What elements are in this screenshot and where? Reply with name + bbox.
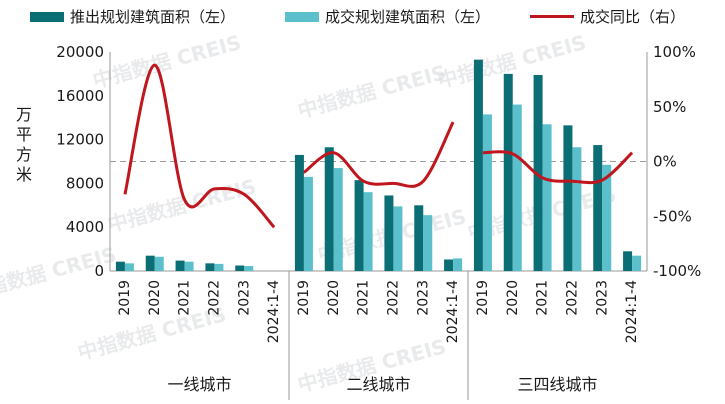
x-tick-label: 2024:1-4 — [266, 280, 282, 343]
bar-supply — [444, 259, 454, 271]
legend-item-deal: 成交规划建筑面积（左） — [285, 6, 490, 27]
legend-label-deal: 成交规划建筑面积（左） — [325, 8, 491, 26]
bar-supply — [294, 154, 304, 271]
x-tick-label: 2024:1-4 — [445, 280, 461, 343]
legend-swatch-deal — [285, 11, 319, 22]
bar-supply — [563, 125, 573, 272]
x-tick-label: 2019 — [296, 280, 312, 316]
x-tick-label: 2019 — [117, 280, 133, 316]
x-tick-label: 2023 — [236, 280, 252, 316]
x-tick-label: 2020 — [505, 280, 521, 316]
bar-deal — [632, 255, 642, 271]
x-tick-label: 2023 — [594, 280, 610, 316]
group-label: 一线城市 — [167, 375, 231, 394]
bar-deal — [184, 261, 194, 271]
y-tick-label: 8000 — [66, 174, 104, 192]
bar-deal — [572, 147, 582, 271]
group-label: 二线城市 — [346, 375, 410, 394]
y-axis-label-char: 米 — [16, 165, 32, 184]
bar-deal — [423, 215, 433, 271]
x-tick-label: 2022 — [385, 280, 401, 316]
bar-supply — [235, 265, 245, 271]
bar-supply — [115, 261, 125, 271]
y-tick-label: 12000 — [56, 131, 104, 149]
y2-tick-label: 50% — [653, 98, 686, 116]
x-tick-label: 2021 — [535, 280, 551, 316]
line-yoy-1 — [302, 121, 455, 188]
y2-tick-label: -100% — [653, 262, 701, 280]
y-tick-label: 16000 — [56, 87, 104, 105]
bar-supply — [533, 74, 543, 272]
y-axis-label-char: 方 — [16, 145, 32, 164]
bar-deal — [244, 266, 254, 271]
bar-deal — [482, 114, 492, 271]
legend-label-supply: 推出规划建筑面积（左） — [70, 8, 236, 26]
bar-supply — [145, 255, 155, 271]
x-tick-label: 2019 — [475, 280, 491, 316]
bar-supply — [593, 145, 603, 271]
line-yoy-2 — [482, 150, 634, 185]
x-tick-label: 2021 — [356, 280, 372, 316]
x-tick-label: 2020 — [326, 280, 342, 316]
x-tick-label: 2022 — [206, 280, 222, 316]
line-yoy-0 — [123, 63, 276, 229]
bar-supply — [324, 147, 334, 271]
watermark-text: 中指数据 CREIS — [295, 60, 449, 123]
x-tick-label: 2020 — [147, 280, 163, 316]
y2-tick-label: 0% — [653, 153, 677, 171]
legend-swatch-yoy — [530, 15, 574, 18]
legend-item-yoy: 成交同比（右） — [530, 6, 685, 27]
legend: 推出规划建筑面积（左） 成交规划建筑面积（左） 成交同比（右） — [0, 6, 725, 32]
bar-supply — [473, 59, 483, 271]
y2-tick-label: -50% — [653, 207, 692, 225]
group-label: 三四线城市 — [517, 375, 597, 394]
legend-item-supply: 推出规划建筑面积（左） — [30, 6, 235, 27]
bar-supply — [205, 263, 215, 271]
bar-supply — [354, 180, 364, 271]
watermark-text: 中指数据 CREIS — [90, 30, 244, 93]
bar-deal — [512, 104, 522, 271]
y-tick-label: 4000 — [66, 218, 104, 236]
y-axis-label-char: 平 — [16, 125, 32, 144]
bar-deal — [363, 192, 373, 271]
legend-label-yoy: 成交同比（右） — [580, 8, 686, 26]
bar-deal — [333, 168, 343, 271]
bar-supply — [623, 251, 633, 271]
legend-swatch-supply — [30, 11, 64, 22]
x-tick-label: 2024:1-4 — [624, 280, 640, 343]
y2-tick-label: 100% — [653, 43, 696, 61]
y-tick-label: 0 — [94, 262, 104, 280]
bar-supply — [175, 260, 185, 271]
x-tick-label: 2022 — [564, 280, 580, 316]
bar-deal — [393, 206, 403, 271]
bar-supply — [503, 73, 513, 272]
x-tick-label: 2023 — [415, 280, 431, 316]
x-tick-label: 2021 — [177, 280, 193, 316]
y-axis-label-char: 万 — [16, 105, 32, 124]
bar-deal — [303, 176, 313, 271]
bar-deal — [453, 258, 463, 271]
bar-deal — [602, 164, 612, 271]
y-tick-label: 20000 — [56, 43, 104, 61]
bar-deal — [542, 124, 552, 272]
bar-deal — [214, 263, 224, 271]
bar-supply — [384, 195, 394, 271]
bar-supply — [414, 205, 424, 271]
bar-deal — [124, 263, 134, 271]
bar-deal — [154, 256, 164, 271]
